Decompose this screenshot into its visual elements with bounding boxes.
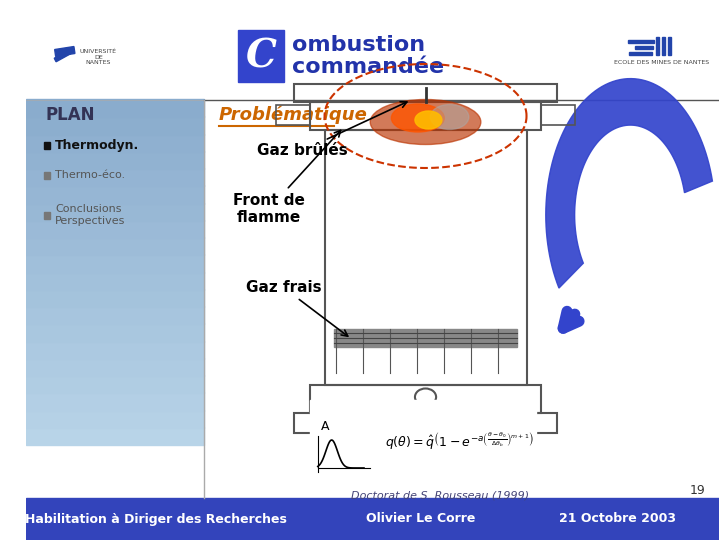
Bar	[310, 400, 536, 482]
Bar	[27, 427, 204, 445]
Text: Habilitation à Diriger des Recherches: Habilitation à Diriger des Recherches	[25, 512, 287, 525]
Bar	[27, 220, 204, 238]
Bar	[27, 289, 204, 307]
Bar	[541, 105, 575, 125]
Bar	[27, 272, 204, 290]
Text: UNIVERSITÉ
DE
NANTES: UNIVERSITÉ DE NANTES	[80, 49, 117, 65]
Text: Gaz brûlés: Gaz brûlés	[257, 102, 407, 158]
Ellipse shape	[415, 111, 442, 129]
Bar	[27, 409, 204, 428]
Bar	[294, 84, 557, 102]
Bar	[27, 392, 204, 410]
Ellipse shape	[370, 99, 481, 145]
Text: Front de
flamme: Front de flamme	[233, 131, 341, 225]
Text: $q(\theta) = \hat{q}\left(1 - e^{-a\left(\frac{\theta-\theta_0}{\Delta\theta_b}\: $q(\theta) = \hat{q}\left(1 - e^{-a\left…	[385, 430, 534, 452]
FancyArrow shape	[54, 50, 71, 62]
Bar	[27, 254, 204, 273]
Text: Gaz frais: Gaz frais	[246, 280, 348, 336]
Bar	[27, 185, 204, 204]
Text: commandée: commandée	[292, 57, 444, 77]
Bar	[27, 151, 204, 169]
Text: Thermo-éco.: Thermo-éco.	[55, 170, 125, 180]
Text: Problématique: Problématique	[219, 106, 368, 124]
Bar	[629, 52, 652, 55]
Bar	[662, 37, 665, 55]
Ellipse shape	[392, 104, 444, 132]
Text: Doctorat de S. Rousseau (1999): Doctorat de S. Rousseau (1999)	[351, 490, 529, 500]
Text: Conclusions
Perspectives: Conclusions Perspectives	[55, 204, 125, 226]
Text: Thermodyn.: Thermodyn.	[55, 138, 140, 152]
Text: Olivier Le Corre: Olivier Le Corre	[366, 512, 475, 525]
Text: ombustion: ombustion	[292, 35, 425, 55]
Bar	[27, 99, 204, 117]
Bar	[27, 237, 204, 255]
Bar	[628, 40, 654, 43]
Bar	[44, 212, 50, 219]
Bar	[27, 357, 204, 376]
Bar	[276, 105, 310, 125]
Bar	[27, 133, 204, 152]
Bar	[325, 130, 526, 385]
Text: C: C	[246, 37, 276, 75]
Bar	[27, 323, 204, 341]
Text: 21 Octobre 2003: 21 Octobre 2003	[559, 512, 676, 525]
Bar	[44, 172, 50, 179]
Bar	[334, 329, 517, 347]
Bar	[238, 30, 284, 82]
Bar	[668, 37, 671, 55]
Bar	[27, 341, 204, 359]
Bar	[27, 0, 719, 100]
Bar	[27, 498, 719, 540]
Bar	[310, 385, 541, 413]
Text: 19: 19	[690, 483, 706, 496]
Bar	[294, 413, 557, 433]
Text: ECOLE DES MINES DE NANTES: ECOLE DES MINES DE NANTES	[613, 60, 708, 65]
Bar	[27, 116, 204, 134]
Bar	[27, 168, 204, 186]
FancyArrow shape	[55, 46, 75, 57]
Text: A: A	[320, 420, 329, 433]
Bar	[27, 306, 204, 324]
Bar	[27, 375, 204, 393]
Bar	[310, 102, 541, 130]
Bar	[657, 37, 660, 55]
Ellipse shape	[431, 105, 469, 130]
Bar	[27, 202, 204, 221]
Bar	[44, 142, 50, 149]
Polygon shape	[546, 79, 712, 288]
Bar	[635, 46, 652, 49]
Text: PLAN: PLAN	[45, 106, 95, 124]
